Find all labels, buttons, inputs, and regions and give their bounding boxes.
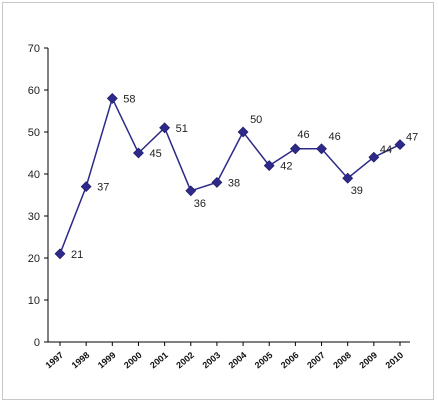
data-label: 51 bbox=[176, 123, 188, 135]
x-tick-label: 2002 bbox=[174, 350, 196, 371]
data-point-marker bbox=[368, 151, 380, 163]
data-label: 50 bbox=[250, 114, 262, 126]
data-labels: 21 37 58 45 51 36 38 50 42 46 46 39 44 47 bbox=[71, 93, 418, 260]
data-label: 21 bbox=[71, 249, 83, 261]
data-label: 37 bbox=[97, 182, 109, 194]
data-point-marker bbox=[342, 172, 354, 184]
data-point-marker bbox=[316, 143, 327, 155]
y-tick-label: 20 bbox=[28, 253, 40, 265]
data-point-marker bbox=[133, 147, 144, 159]
x-tick-label: 2009 bbox=[357, 350, 379, 371]
x-tick-label: 2000 bbox=[122, 350, 144, 371]
data-point-marker bbox=[394, 139, 406, 151]
y-tick-label: 50 bbox=[28, 127, 40, 139]
x-tick-label: 1998 bbox=[70, 350, 92, 371]
x-tick-label: 2008 bbox=[331, 350, 353, 371]
data-label: 42 bbox=[280, 161, 292, 173]
y-tick-label: 30 bbox=[28, 211, 40, 223]
data-label: 46 bbox=[297, 129, 309, 141]
y-tick-label: 0 bbox=[34, 337, 40, 349]
y-tick-label: 60 bbox=[28, 85, 40, 97]
data-point-marker bbox=[106, 92, 118, 104]
x-tick-label: 2006 bbox=[279, 350, 301, 371]
data-point-marker bbox=[211, 176, 223, 188]
data-point-marker bbox=[159, 122, 171, 134]
data-point-marker bbox=[289, 143, 301, 155]
x-tick-label: 2004 bbox=[227, 350, 249, 371]
x-tick-label: 1997 bbox=[44, 350, 66, 371]
data-label: 46 bbox=[329, 131, 341, 143]
data-point-marker bbox=[263, 160, 275, 172]
x-tick-label: 2007 bbox=[305, 350, 327, 371]
data-label: 44 bbox=[380, 144, 392, 156]
data-point-marker bbox=[54, 248, 66, 260]
x-tick-label: 2001 bbox=[148, 350, 170, 371]
series-markers bbox=[54, 92, 406, 260]
series-line-path bbox=[59, 96, 401, 255]
data-label: 36 bbox=[194, 198, 206, 210]
data-label: 38 bbox=[228, 177, 240, 189]
y-tick-label: 70 bbox=[28, 43, 40, 55]
chart-frame bbox=[2, 2, 434, 400]
y-tick-label: 40 bbox=[28, 169, 40, 181]
x-tick-label: 2003 bbox=[200, 350, 222, 371]
data-point-marker bbox=[237, 126, 249, 138]
series-line bbox=[59, 96, 401, 255]
x-tick-label: 1999 bbox=[96, 350, 118, 371]
data-label: 58 bbox=[123, 93, 135, 105]
data-label: 39 bbox=[351, 185, 363, 197]
x-tick-label: 2005 bbox=[253, 350, 275, 371]
data-point-marker bbox=[80, 181, 92, 193]
data-label: 45 bbox=[149, 148, 161, 160]
data-point-marker bbox=[185, 185, 197, 197]
data-label: 47 bbox=[406, 132, 418, 144]
y-tick-label: 10 bbox=[28, 295, 40, 307]
x-tick-label: 2010 bbox=[384, 350, 406, 371]
